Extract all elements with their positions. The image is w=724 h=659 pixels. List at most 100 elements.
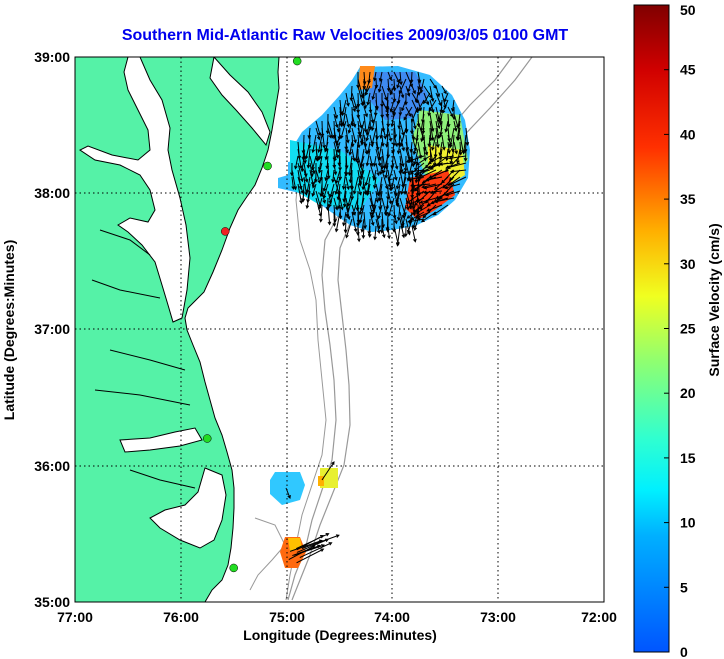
velocity-arrow [406,204,425,219]
velocity-arrow [447,106,454,118]
velocity-arrow [371,85,377,101]
velocity-arrow [351,211,358,233]
velocity-arrow [375,190,380,204]
velocity-arrow [384,162,389,179]
velocity-arrow [324,169,329,182]
velocity-arrow [301,190,305,203]
velocity-arrow [381,225,386,239]
velocity-arrow [333,141,340,159]
velocity-arrow [351,148,356,162]
velocity-arrow [443,92,449,103]
velocity-arrow [407,176,425,181]
velocity-arrow [400,176,407,196]
y-tick-label: 37:00 [34,321,70,337]
velocity-arrow [306,148,311,169]
velocity-arrow [345,113,351,129]
x-tick-label: 75:00 [269,609,305,625]
velocity-arrow [390,113,395,128]
velocity-arrow [441,85,447,95]
velocity-arrow [393,134,399,148]
velocity-arrow [399,155,404,174]
velocity-arrow [390,176,395,191]
velocity-arrow [309,155,316,175]
velocity-arrow [352,176,359,195]
velocity-arrow [345,218,353,239]
velocity-arrow [370,113,377,132]
velocity-arrow [419,78,425,94]
velocity-arrow [334,211,341,233]
velocity-arrow [335,134,341,147]
delaware-bay [209,57,271,147]
velocity-arrow [296,548,325,564]
velocity-arrow [304,141,311,160]
velocity-arrow [423,141,429,156]
bathymetry-contour [285,159,327,601]
velocity-arrow [351,204,357,216]
velocity-arrow [351,113,357,128]
colorbar-label: Surface Velocity (cm/s) [706,223,722,376]
velocity-arrow [296,538,330,553]
velocity-arrow [433,197,455,204]
station-marker [263,161,272,171]
velocity-arrow [357,113,363,129]
velocity-arrow [425,176,443,182]
velocity-arrow [396,78,401,89]
velocity-arrow [372,176,377,190]
velocity-arrow [435,190,455,200]
velocity-arrow [396,204,401,222]
rivers [91,229,196,489]
velocity-arrow [327,127,333,139]
velocity-arrow [414,92,419,104]
velocity-arrow [399,218,406,239]
colorbar-tick-label: 10 [680,515,696,531]
velocity-arrow [333,106,339,120]
velocity-arrow [357,225,361,243]
velocity-arrow [369,204,374,216]
velocity-arrow [317,134,323,154]
colorbar: 0 5 10 15 20 25 30 35 40 45 50 Surface Velocity (c… [633,2,722,659]
velocity-arrow [412,134,419,156]
velocity-arrow [449,169,467,174]
velocity-arrow [413,169,431,176]
velocity-arrow [369,106,375,124]
velocity-arrows [285,71,470,564]
velocity-arrow [462,134,467,155]
velocity-arrow [392,78,397,92]
velocity-arrow [395,176,401,190]
velocity-arrow [411,225,417,243]
velocity-arrow [318,162,323,174]
velocity-arrow [397,113,402,130]
velocity-arrow [415,211,431,219]
velocity-arrow [395,225,401,247]
velocity-arrow [431,134,437,151]
velocity-arrow [444,183,461,190]
colorbar-tick-label: 15 [680,450,696,466]
velocity-arrow [333,197,339,211]
velocity-arrow [361,225,366,239]
velocity-arrow [297,183,303,205]
velocity-arrow [434,176,449,191]
x-tick-label: 73:00 [480,609,516,625]
colorbar-ticks: 0 5 10 15 20 25 30 35 40 45 50 [664,2,696,659]
velocity-arrow [405,106,412,118]
velocity-arrow [367,225,372,238]
velocity-arrow [328,190,335,208]
velocity-arrow [294,155,299,170]
velocity-arrow [372,169,377,182]
velocity-arrow [358,204,365,224]
velocity-arrow [456,148,461,164]
velocity-arrow [381,85,388,101]
velocity-arrow [297,162,304,183]
velocity-arrow [401,204,407,219]
velocity-arrow [393,169,398,181]
colorbar-tick-label: 30 [680,256,696,272]
velocity-arrow [317,197,323,211]
velocity-arrow [414,169,419,184]
velocity-arrow [403,225,408,238]
bathymetry-contour [249,517,286,591]
velocity-arrow [339,120,347,140]
velocity-arrow [396,141,401,155]
velocity-arrow [333,113,339,129]
velocity-arrow [351,127,357,144]
velocity-arrow [341,99,347,117]
